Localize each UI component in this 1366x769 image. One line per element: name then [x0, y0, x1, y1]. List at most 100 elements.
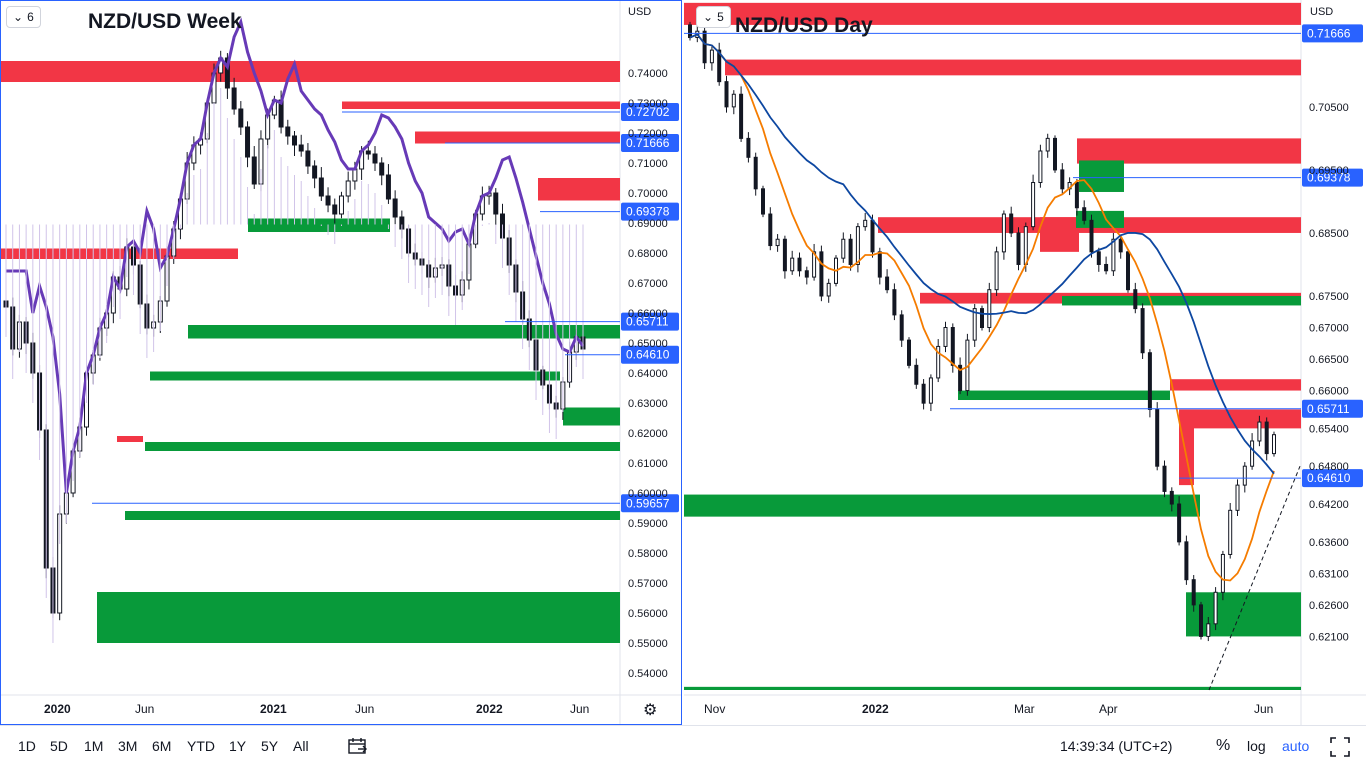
level-price-label: 0.65711 [1307, 402, 1350, 416]
time-tick-label: Nov [704, 702, 725, 716]
level-price-label: 0.65711 [626, 315, 669, 329]
chevron-down-icon: ⌄ [13, 10, 24, 24]
level-price-tag [621, 102, 679, 121]
daily-currency-label[interactable]: USD [1310, 6, 1334, 18]
candle-body [855, 226, 860, 265]
timeframe-3m[interactable]: 3M [118, 738, 138, 754]
candle-body [761, 188, 765, 215]
price-tick-label: 0.54000 [628, 668, 668, 680]
time-tick-label: 2020 [44, 702, 71, 716]
support-zone [563, 407, 620, 426]
time-tick-label: 2022 [862, 702, 889, 716]
log-scale-toggle[interactable]: log [1247, 738, 1266, 754]
weekly-chart-pane[interactable]: 0.72702 0.71666 0.69378 0.65711 0.64610 0.596… [0, 0, 682, 725]
candle-body [1162, 465, 1167, 492]
moving-average-slow [689, 33, 1275, 475]
auto-scale-toggle[interactable]: auto [1282, 738, 1310, 754]
candle-body [972, 308, 977, 341]
price-tick-label: 0.67500 [1309, 291, 1349, 303]
level-price-label: 0.71666 [1307, 26, 1351, 40]
timeframe-5d[interactable]: 5D [50, 738, 68, 754]
candle-body [819, 251, 824, 297]
daily-legend-toggle[interactable]: ⌄ 5 [696, 6, 731, 28]
support-zone [1186, 592, 1301, 637]
candle-body [1169, 490, 1174, 505]
timeframe-6m[interactable]: 6M [152, 738, 172, 754]
timeframe-all[interactable]: All [293, 738, 309, 754]
candle-body [1177, 503, 1182, 543]
candle-body [385, 174, 391, 200]
price-tick-label: 0.67000 [1309, 323, 1349, 335]
gear-icon[interactable]: ⚙ [643, 702, 658, 719]
time-tick-label: Jun [135, 702, 154, 716]
level-price-label: 0.64610 [626, 348, 670, 362]
clock-timezone[interactable]: 14:39:34 (UTC+2) [1060, 738, 1173, 754]
weekly-chart-canvas[interactable]: 0.72702 0.71666 0.69378 0.65711 0.64610 0.596… [0, 0, 682, 725]
candle-body [782, 238, 787, 272]
candle-body [848, 238, 853, 265]
price-tick-label: 0.62600 [1309, 600, 1349, 612]
weekly-legend-count: 6 [27, 10, 34, 24]
candle-body [245, 126, 251, 158]
weekly-currency-label[interactable]: USD [628, 6, 652, 18]
level-price-label: 0.59657 [626, 496, 670, 510]
resistance-zone [538, 178, 620, 201]
support-zone [684, 494, 1200, 517]
candle-body [1242, 465, 1247, 486]
daily-chart-canvas[interactable]: 0.71666 0.69378 0.65711 0.64610 0.70500 0.695… [684, 0, 1366, 725]
candle-body [493, 192, 499, 215]
candle-body [863, 219, 868, 228]
weekly-chart-title: NZD/USD Week [88, 10, 242, 33]
resistance-zone [342, 101, 620, 109]
candle-body [1184, 541, 1189, 581]
candle-body [921, 383, 926, 404]
candle-body [292, 135, 297, 146]
price-tick-label: 0.59000 [628, 518, 668, 530]
weekly-legend-toggle[interactable]: ⌄ 6 [6, 6, 41, 28]
resistance-zone [684, 2, 1301, 25]
candle-body [980, 308, 984, 329]
candle-body [702, 30, 707, 64]
candle-body [753, 156, 758, 190]
candle-body [305, 150, 311, 167]
price-tick-label: 0.64800 [1309, 461, 1349, 473]
timeframe-1m[interactable]: 1M [84, 738, 104, 754]
candle-body [1213, 591, 1218, 625]
candle-body [717, 49, 722, 83]
timeframe-1y[interactable]: 1Y [229, 738, 247, 754]
level-price-tag [1302, 24, 1363, 43]
fullscreen-icon[interactable] [1329, 736, 1351, 758]
price-tick-label: 0.70000 [628, 188, 668, 200]
candle-body [1031, 182, 1036, 228]
candle-body [907, 339, 911, 366]
candle-body [841, 238, 846, 259]
timeframe-ytd[interactable]: YTD [187, 738, 215, 754]
candle-body [1228, 509, 1233, 555]
support-zone [145, 442, 620, 451]
candle-body [768, 213, 773, 247]
price-tick-label: 0.70500 [1309, 102, 1349, 114]
calendar-range-icon[interactable] [346, 735, 370, 759]
candle-body [332, 204, 338, 215]
time-tick-label: Apr [1099, 702, 1118, 716]
timeframe-5y[interactable]: 5Y [261, 738, 279, 754]
candle-body [709, 49, 714, 64]
time-tick-label: Jun [1254, 702, 1273, 716]
candle-body [885, 276, 890, 291]
price-tick-label: 0.66500 [1309, 354, 1349, 366]
candle-body [1133, 289, 1138, 310]
candle-body [1111, 238, 1116, 272]
candle-body [231, 87, 237, 110]
candle-body [731, 93, 736, 108]
price-tick-label: 0.64000 [628, 368, 668, 380]
daily-chart-pane[interactable]: 0.71666 0.69378 0.65711 0.64610 0.70500 0.695… [684, 0, 1366, 725]
price-tick-label: 0.65000 [628, 338, 668, 350]
level-price-tag [621, 202, 679, 221]
candle-body [379, 162, 385, 176]
price-tick-label: 0.69000 [628, 218, 668, 230]
candle-body [338, 195, 344, 215]
timeframe-1d[interactable]: 1D [18, 738, 36, 754]
percent-scale-toggle[interactable]: % [1216, 737, 1231, 754]
price-tick-label: 0.69500 [1309, 165, 1349, 177]
candle-body [1272, 434, 1276, 455]
